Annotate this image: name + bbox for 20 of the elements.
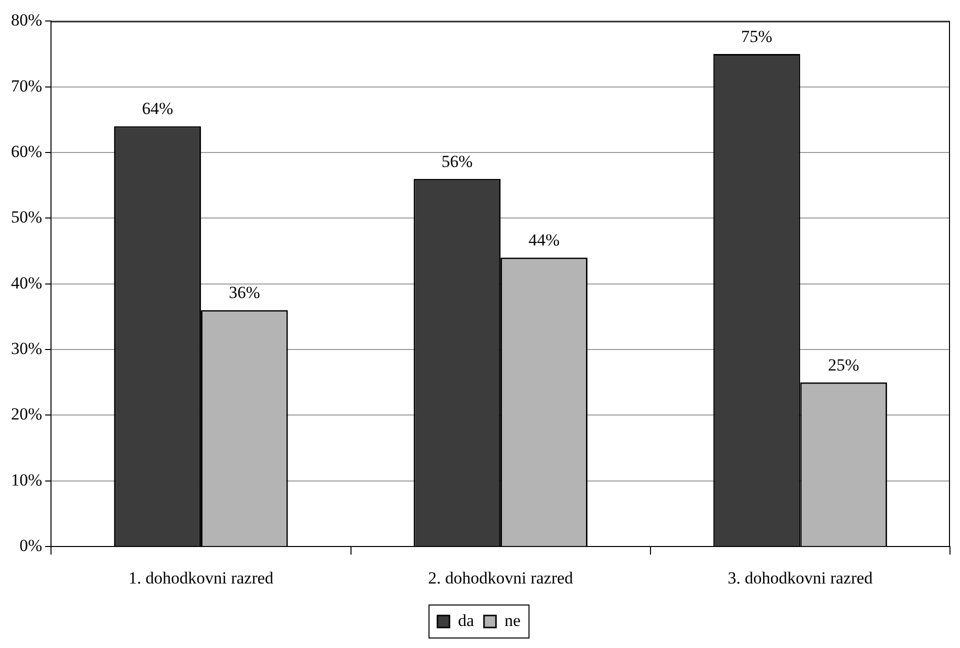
y-tick-label: 0% (19, 536, 42, 556)
x-tick-label: 2. dohodkovni razred (428, 568, 574, 588)
data-label: 44% (528, 230, 560, 250)
y-tick-label: 10% (10, 470, 42, 490)
data-label: 56% (442, 152, 473, 171)
legend-label: ne (504, 610, 521, 630)
data-label: 25% (828, 355, 860, 374)
y-tick-label: 60% (10, 142, 42, 162)
y-tick-label: 80% (10, 10, 42, 30)
data-label: 75% (741, 27, 772, 46)
y-tick-label: 20% (10, 404, 42, 424)
data-label: 36% (228, 283, 260, 302)
y-tick-label: 50% (10, 208, 42, 227)
y-tick-label: 40% (10, 273, 42, 292)
x-tick-label: 3. dohodkovni razred (728, 568, 874, 588)
y-tick-label: 70% (10, 76, 42, 96)
y-tick-label: 30% (10, 339, 42, 358)
legend-label: da (458, 610, 474, 630)
x-tick-label: 1. dohodkovni razred (128, 568, 274, 588)
data-label: 64% (142, 99, 174, 118)
